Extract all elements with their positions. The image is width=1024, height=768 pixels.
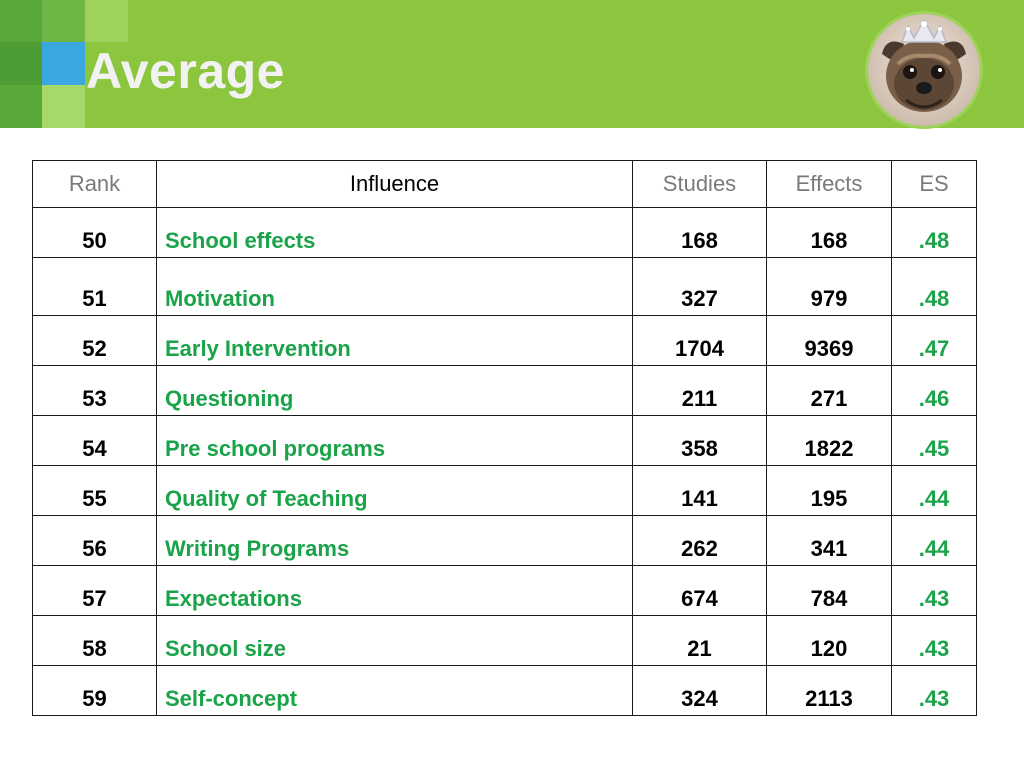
influence-cell: Quality of Teaching bbox=[156, 465, 633, 516]
rank-cell: 58 bbox=[32, 615, 157, 666]
rank-cell: 53 bbox=[32, 365, 157, 416]
table-row: 55 Quality of Teaching 141 195 .44 bbox=[32, 465, 977, 516]
rank-cell: 52 bbox=[32, 315, 157, 366]
header-rank: Rank bbox=[32, 160, 157, 208]
influence-table: Rank Influence Studies Effects ES 50 Sch… bbox=[32, 160, 977, 716]
table-row: 51 Motivation 327 979 .48 bbox=[32, 257, 977, 316]
effects-cell: 120 bbox=[766, 615, 892, 666]
es-cell: .45 bbox=[891, 415, 977, 466]
influence-cell: Self-concept bbox=[156, 665, 633, 716]
influence-cell: Questioning bbox=[156, 365, 633, 416]
es-cell: .43 bbox=[891, 565, 977, 616]
header-influence: Influence bbox=[156, 160, 633, 208]
slide-title: Average bbox=[86, 43, 285, 99]
es-cell: .47 bbox=[891, 315, 977, 366]
studies-cell: 21 bbox=[632, 615, 767, 666]
rank-cell: 59 bbox=[32, 665, 157, 716]
es-cell: .44 bbox=[891, 465, 977, 516]
studies-cell: 211 bbox=[632, 365, 767, 416]
header-band bbox=[0, 0, 1024, 128]
effects-cell: 2113 bbox=[766, 665, 892, 716]
decorative-square bbox=[42, 0, 85, 42]
table-row: 56 Writing Programs 262 341 .44 bbox=[32, 515, 977, 566]
influence-cell: School size bbox=[156, 615, 633, 666]
table-row: 53 Questioning 211 271 .46 bbox=[32, 365, 977, 416]
studies-cell: 262 bbox=[632, 515, 767, 566]
studies-cell: 324 bbox=[632, 665, 767, 716]
studies-cell: 674 bbox=[632, 565, 767, 616]
table-row: 59 Self-concept 324 2113 .43 bbox=[32, 665, 977, 716]
decorative-square bbox=[85, 0, 128, 42]
studies-cell: 141 bbox=[632, 465, 767, 516]
effects-cell: 1822 bbox=[766, 415, 892, 466]
studies-cell: 327 bbox=[632, 257, 767, 316]
effects-cell: 979 bbox=[766, 257, 892, 316]
influence-cell: Pre school programs bbox=[156, 415, 633, 466]
influence-cell: Early Intervention bbox=[156, 315, 633, 366]
table-row: 54 Pre school programs 358 1822 .45 bbox=[32, 415, 977, 466]
es-cell: .48 bbox=[891, 257, 977, 316]
effects-cell: 784 bbox=[766, 565, 892, 616]
rank-cell: 56 bbox=[32, 515, 157, 566]
effects-cell: 195 bbox=[766, 465, 892, 516]
dog-with-tiara-photo bbox=[868, 14, 980, 126]
studies-cell: 168 bbox=[632, 207, 767, 258]
influence-cell: Motivation bbox=[156, 257, 633, 316]
decorative-square bbox=[42, 85, 85, 128]
es-cell: .43 bbox=[891, 615, 977, 666]
rank-cell: 57 bbox=[32, 565, 157, 616]
rank-cell: 51 bbox=[32, 257, 157, 316]
effects-cell: 271 bbox=[766, 365, 892, 416]
header-studies: Studies bbox=[632, 160, 767, 208]
table-row: 58 School size 21 120 .43 bbox=[32, 615, 977, 666]
es-cell: .43 bbox=[891, 665, 977, 716]
decorative-square bbox=[0, 42, 42, 85]
rank-cell: 55 bbox=[32, 465, 157, 516]
studies-cell: 358 bbox=[632, 415, 767, 466]
effects-cell: 168 bbox=[766, 207, 892, 258]
decorative-square bbox=[42, 42, 85, 85]
influence-cell: Expectations bbox=[156, 565, 633, 616]
header-effects: Effects bbox=[766, 160, 892, 208]
rank-cell: 50 bbox=[32, 207, 157, 258]
table-row: 57 Expectations 674 784 .43 bbox=[32, 565, 977, 616]
studies-cell: 1704 bbox=[632, 315, 767, 366]
es-cell: .44 bbox=[891, 515, 977, 566]
dog-photo-icon bbox=[868, 14, 980, 126]
header-es: ES bbox=[891, 160, 977, 208]
influence-cell: Writing Programs bbox=[156, 515, 633, 566]
effects-cell: 341 bbox=[766, 515, 892, 566]
influence-cell: School effects bbox=[156, 207, 633, 258]
es-cell: .48 bbox=[891, 207, 977, 258]
table-header-row: Rank Influence Studies Effects ES bbox=[32, 160, 977, 208]
table-row: 50 School effects 168 168 .48 bbox=[32, 207, 977, 258]
rank-cell: 54 bbox=[32, 415, 157, 466]
table-row: 52 Early Intervention 1704 9369 .47 bbox=[32, 315, 977, 366]
es-cell: .46 bbox=[891, 365, 977, 416]
effects-cell: 9369 bbox=[766, 315, 892, 366]
